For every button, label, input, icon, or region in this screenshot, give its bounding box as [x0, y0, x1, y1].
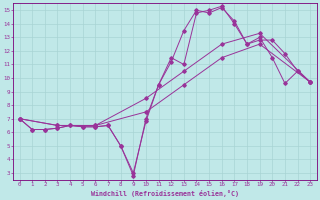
X-axis label: Windchill (Refroidissement éolien,°C): Windchill (Refroidissement éolien,°C) [91, 190, 239, 197]
